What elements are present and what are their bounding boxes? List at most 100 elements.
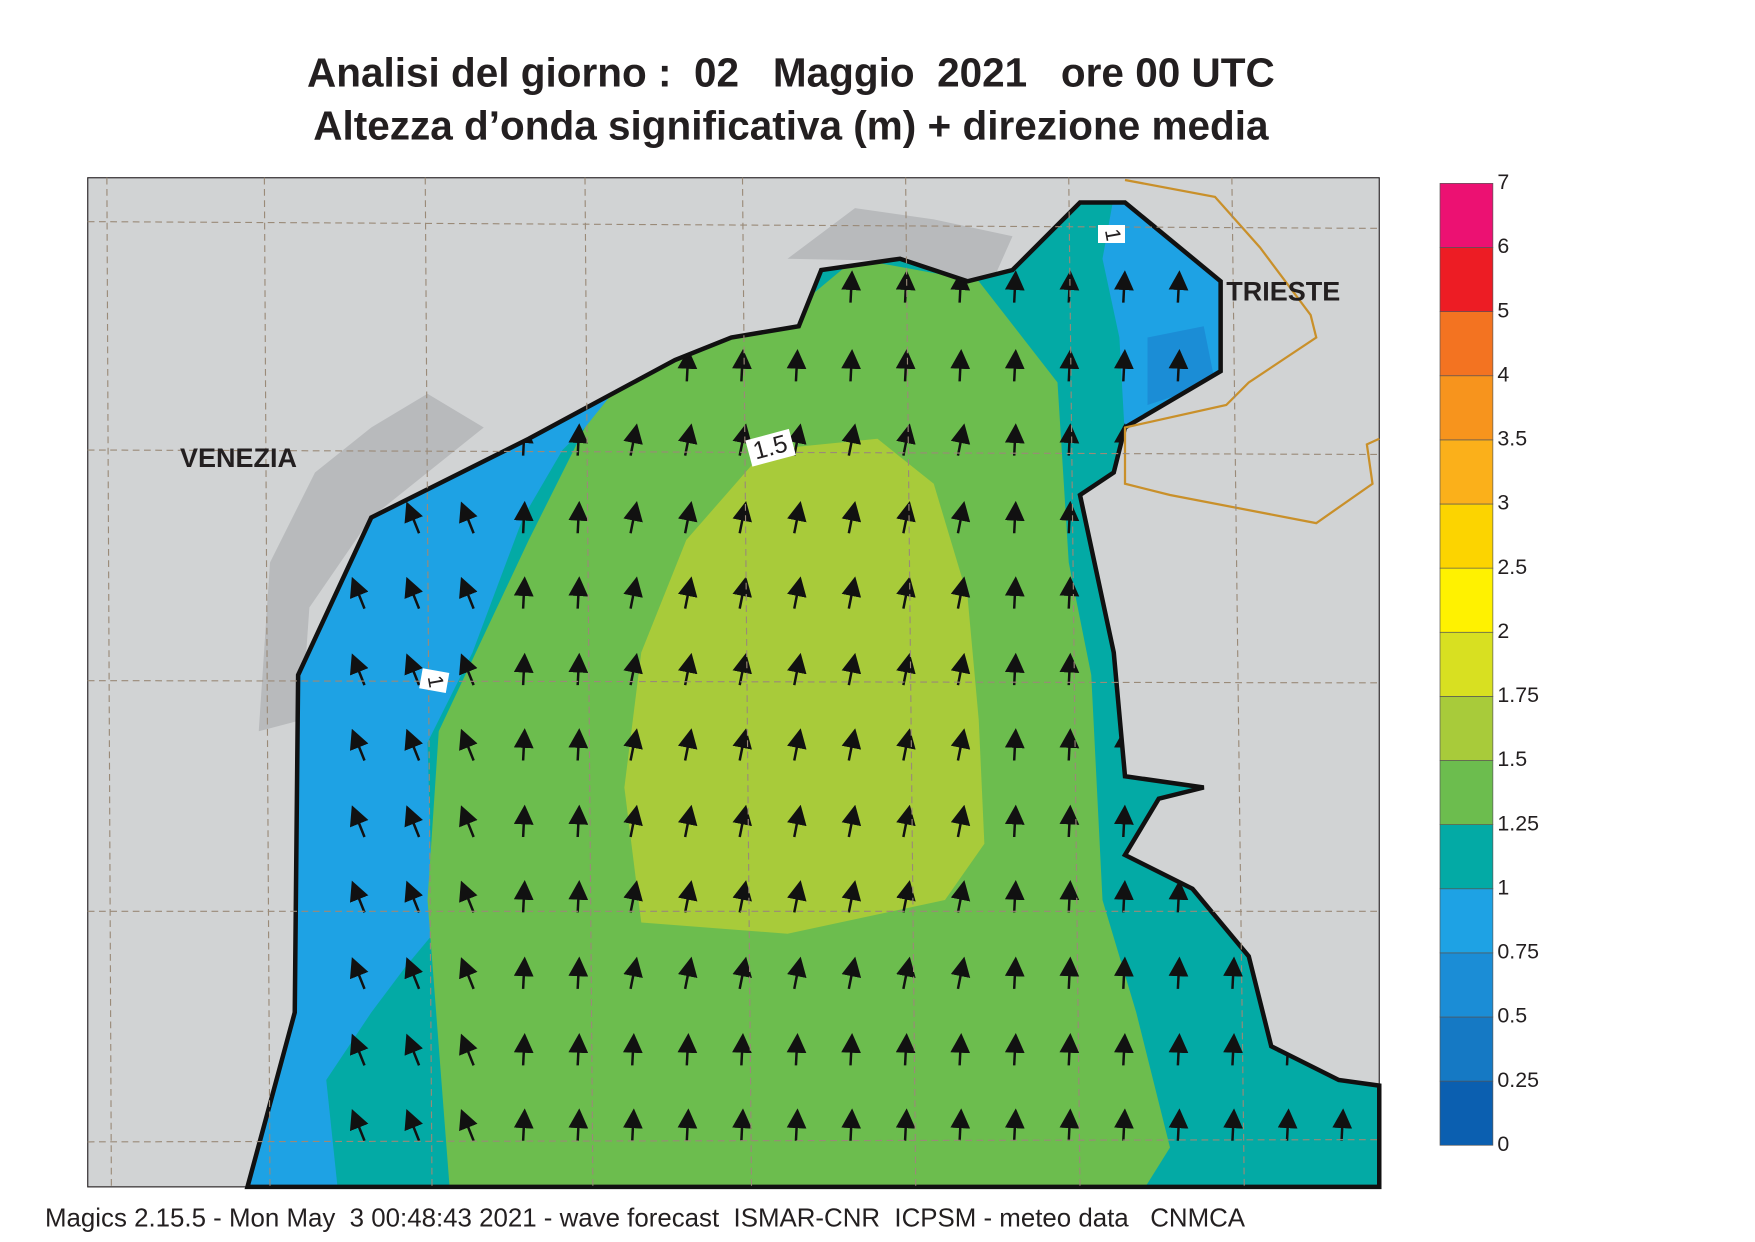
wave-arrow <box>623 880 643 913</box>
colorbar-label: 1.5 <box>1497 747 1527 771</box>
contour-label: 1 <box>1098 225 1126 243</box>
wave-arrow <box>513 1032 534 1066</box>
wave-arrow <box>1004 500 1025 534</box>
wave-arrow <box>896 728 916 761</box>
contour-label: 1 <box>419 668 450 693</box>
contour-label-text: 1 <box>423 674 449 690</box>
wave-arrow <box>950 1108 971 1141</box>
colorbar-box <box>1439 439 1494 505</box>
wave-arrow <box>404 957 423 990</box>
grid-line <box>87 449 1380 456</box>
wave-arrow <box>1332 1108 1353 1141</box>
wave-arrow <box>1059 1108 1080 1141</box>
grid-line <box>87 221 1380 229</box>
colorbar-label: 2.5 <box>1497 555 1527 579</box>
colorbar-box <box>1439 503 1494 569</box>
footer: Magics 2.15.5 - Mon May 3 00:48:43 2021 … <box>45 1204 1246 1232</box>
wave-arrow <box>787 652 807 686</box>
colorbar-box <box>1439 311 1494 377</box>
wave-arrow <box>841 270 862 303</box>
wave-arrow <box>896 956 916 990</box>
wave-arrow <box>677 1108 698 1141</box>
wave-arrow <box>1059 500 1080 534</box>
wave-arrow <box>841 728 862 761</box>
wave-arrow <box>896 423 916 456</box>
wave-arrow <box>677 804 698 838</box>
wave-arrow <box>677 1032 698 1066</box>
wave-arrow <box>623 804 643 838</box>
wave-arrow <box>1114 956 1134 989</box>
colorbar-label: 5 <box>1497 298 1509 322</box>
wave-arrow <box>459 576 478 610</box>
colorbar-box <box>1439 824 1494 890</box>
wave-arrow <box>349 880 369 913</box>
wave-arrow <box>787 728 807 761</box>
wave-arrow <box>1059 956 1080 989</box>
wave-arrow <box>1004 956 1025 989</box>
wave-arrow <box>568 879 589 913</box>
wave-arrow <box>623 728 643 761</box>
colorbar-label: 0 <box>1497 1132 1509 1156</box>
colorbar-label: 0.25 <box>1497 1068 1539 1092</box>
wave-arrow <box>841 423 862 456</box>
wave-arrow <box>568 576 589 609</box>
wave-arrow <box>623 501 643 534</box>
colorbar-box <box>1439 631 1494 697</box>
contour-label-text: 1 <box>1100 227 1126 243</box>
wave-arrow <box>513 500 534 534</box>
wave-arrow <box>787 804 807 838</box>
wave-arrow <box>677 576 698 609</box>
graticule <box>87 177 1380 1187</box>
wave-arrow <box>1168 1032 1189 1066</box>
wave-arrow <box>1004 348 1025 382</box>
colorbar-box <box>1439 1016 1494 1082</box>
wave-arrow <box>787 501 807 534</box>
wave-arrow <box>459 728 478 761</box>
wave-arrow <box>896 880 916 913</box>
wave-arrow <box>1168 1108 1189 1141</box>
wave-arrow <box>1059 728 1080 761</box>
wave-arrow <box>1004 652 1025 686</box>
wave-arrow <box>786 1032 807 1066</box>
colorbar-label: 0.5 <box>1497 1004 1527 1028</box>
wave-arrow <box>513 804 534 838</box>
wave-arrow <box>732 956 752 990</box>
wave-arrow <box>895 1108 916 1141</box>
wave-arrow <box>787 576 807 609</box>
wave-arrow <box>950 652 971 686</box>
wave-arrow <box>895 1032 916 1066</box>
colorbar-box <box>1439 696 1494 761</box>
wave-arrow <box>1114 1032 1134 1066</box>
wave-arrow <box>1223 1032 1243 1066</box>
grid-line <box>87 680 1380 684</box>
wave-arrow <box>950 348 971 382</box>
wave-arrow <box>732 1108 752 1141</box>
wave-arrow <box>950 501 971 534</box>
wave-arrow <box>950 880 971 913</box>
colorbar-label: 6 <box>1497 234 1509 258</box>
colorbar-label: 7 <box>1497 170 1509 194</box>
wave-arrow <box>513 879 534 913</box>
wave-arrow <box>1004 1108 1025 1141</box>
colorbar-box <box>1439 1080 1494 1146</box>
wave-arrow <box>896 576 916 609</box>
wave-arrow <box>1059 652 1080 686</box>
wave-arrow <box>677 956 698 990</box>
wave-arrow <box>787 956 807 990</box>
colorbar-label: 0.75 <box>1497 940 1539 964</box>
sea-band <box>624 438 985 934</box>
wave-arrow <box>513 652 534 686</box>
wave-arrow <box>1114 804 1134 838</box>
colorbar-box <box>1439 760 1494 825</box>
place-label: VENEZIA <box>180 443 297 473</box>
wave-arrow <box>623 956 643 990</box>
sea-band <box>247 382 630 1187</box>
wave-arrow <box>349 576 369 610</box>
wave-arrow <box>841 880 862 913</box>
wave-arrow <box>349 805 369 838</box>
wave-arrow <box>1059 576 1080 609</box>
colorbar-box <box>1439 567 1494 633</box>
wave-arrow <box>732 880 752 913</box>
colorbar-label: 1.75 <box>1497 683 1539 707</box>
